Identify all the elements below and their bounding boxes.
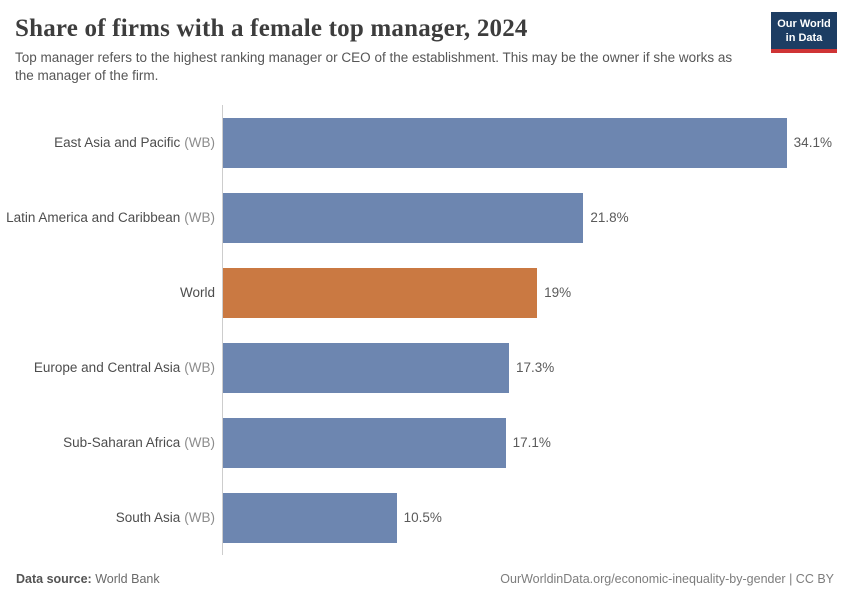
- bar-row: Latin America and Caribbean (WB) 21.8%: [0, 180, 850, 255]
- data-source-value: World Bank: [95, 572, 160, 586]
- data-source: Data source: World Bank: [16, 572, 160, 586]
- bar: [223, 492, 397, 543]
- bar-area: 17.3%: [222, 330, 850, 405]
- category-name: Europe and Central Asia: [33, 360, 181, 375]
- bar: [223, 192, 584, 243]
- bar-row: World 19%: [0, 255, 850, 330]
- value-label: 21.8%: [590, 210, 629, 225]
- bar-area: 17.1%: [222, 405, 850, 480]
- footer-license: CC BY: [795, 572, 834, 586]
- category-name: South Asia: [115, 510, 181, 525]
- value-label: 10.5%: [403, 510, 442, 525]
- footer-url[interactable]: OurWorldinData.org/economic-inequality-b…: [500, 572, 786, 586]
- category-label: Sub-Saharan Africa (WB): [0, 405, 222, 480]
- category-suffix: (WB): [184, 435, 215, 450]
- category-name: Sub-Saharan Africa: [63, 435, 181, 450]
- category-label: East Asia and Pacific (WB): [0, 105, 222, 180]
- owid-logo-line2: in Data: [785, 32, 823, 44]
- bar-row: Sub-Saharan Africa (WB) 17.1%: [0, 405, 850, 480]
- category-label: South Asia (WB): [0, 480, 222, 555]
- data-source-label: Data source:: [16, 572, 92, 586]
- bar: [223, 417, 506, 468]
- bar: [223, 117, 787, 168]
- footer-separator: |: [785, 572, 796, 586]
- category-label: Europe and Central Asia (WB): [0, 330, 222, 405]
- bar: [223, 342, 509, 393]
- value-label: 17.1%: [512, 435, 551, 450]
- value-label: 19%: [544, 285, 572, 300]
- chart-header: Share of firms with a female top manager…: [0, 0, 850, 85]
- bar-chart: East Asia and Pacific (WB) 34.1% Latin Amer…: [0, 105, 850, 555]
- footer-attribution: OurWorldinData.org/economic-inequality-b…: [500, 572, 834, 586]
- bar-row: Europe and Central Asia (WB) 17.3%: [0, 330, 850, 405]
- owid-logo: Our World in Data: [771, 12, 837, 53]
- category-name: Latin America and Caribbean: [6, 210, 181, 225]
- category-name: East Asia and Pacific: [54, 135, 181, 150]
- bar-area: 19%: [222, 255, 850, 330]
- page-title: Share of firms with a female top manager…: [15, 15, 528, 42]
- category-suffix: (WB): [184, 510, 215, 525]
- category-suffix: (WB): [184, 360, 215, 375]
- value-label: 34.1%: [793, 135, 832, 150]
- chart-subtitle: Top manager refers to the highest rankin…: [15, 50, 733, 83]
- value-label: 17.3%: [515, 360, 555, 375]
- category-label: World: [0, 255, 222, 330]
- bar-area: 10.5%: [222, 480, 850, 555]
- bar-area: 34.1%: [222, 105, 850, 180]
- bar-highlighted: [223, 267, 538, 318]
- bar-row: East Asia and Pacific (WB) 34.1%: [0, 105, 850, 180]
- bar-row: South Asia (WB) 10.5%: [0, 480, 850, 555]
- category-suffix: (WB): [184, 135, 215, 150]
- category-suffix: (WB): [184, 210, 215, 225]
- category-label: Latin America and Caribbean (WB): [0, 180, 222, 255]
- chart-footer: Data source: World Bank OurWorldinData.o…: [16, 572, 834, 586]
- owid-logo-line1: Our World: [777, 18, 831, 30]
- category-name: World: [179, 285, 215, 300]
- bar-area: 21.8%: [222, 180, 850, 255]
